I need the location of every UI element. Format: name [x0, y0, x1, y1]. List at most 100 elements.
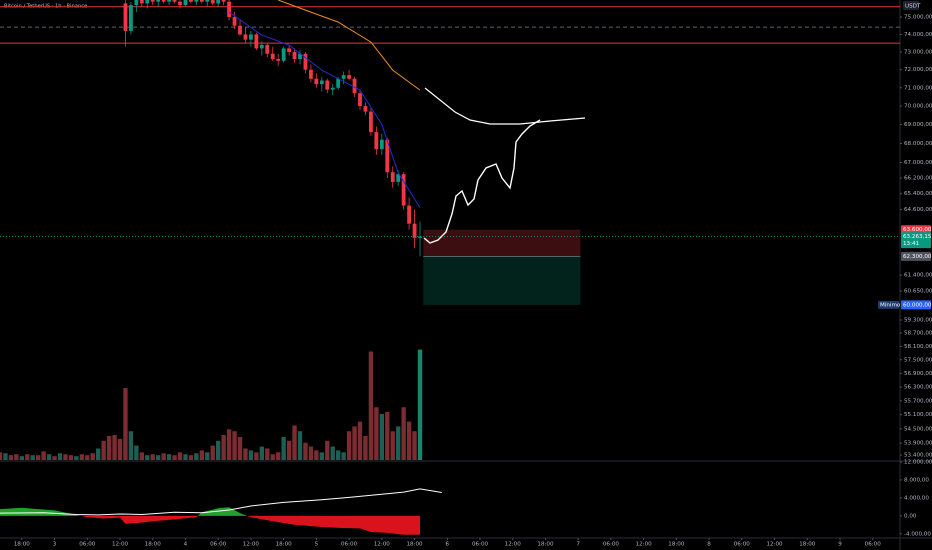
- osc-line: [0, 488, 442, 516]
- volume-bar: [368, 351, 374, 460]
- volume-bar: [237, 436, 243, 460]
- projection-path[interactable]: [423, 119, 541, 244]
- y-tick-label: 55.100,00: [904, 412, 932, 418]
- target-zone[interactable]: [423, 256, 581, 305]
- candle-body: [412, 223, 417, 238]
- x-tick-label: 6: [445, 542, 449, 548]
- candle-body: [352, 78, 357, 94]
- volume-bar: [363, 436, 368, 460]
- volume-bar: [303, 442, 308, 460]
- volume-bar: [308, 446, 314, 460]
- y-tick-label: 68.000,00: [904, 141, 932, 147]
- volume-bar: [150, 454, 155, 460]
- volume-bar: [341, 452, 346, 460]
- x-tick-label: 5: [315, 542, 319, 548]
- x-tick-label: 06:00: [79, 542, 96, 548]
- volume-bar: [74, 456, 79, 460]
- volume-bar: [336, 450, 341, 460]
- y-tick-label: 71.000,00: [904, 85, 932, 91]
- volume-bar: [248, 450, 254, 460]
- candle-body: [396, 174, 401, 182]
- price-label: 62.300,00: [903, 254, 932, 260]
- y-tick-label: 58.700,00: [904, 331, 932, 337]
- y-tick-label: 74.000,00: [904, 32, 932, 38]
- x-tick-label: 06:00: [603, 542, 620, 548]
- volume-bar: [374, 407, 379, 460]
- volume-bar: [385, 412, 390, 460]
- price-label-box: [901, 232, 931, 249]
- candle-body: [129, 5, 133, 31]
- candle-body: [292, 51, 297, 60]
- candle-body: [341, 75, 346, 79]
- x-tick-label: 18:00: [14, 542, 31, 548]
- user-drawing: [423, 87, 586, 244]
- candle-body: [309, 69, 313, 79]
- volume-bar: [259, 446, 264, 460]
- x-tick-label: 06:00: [472, 542, 489, 548]
- candle-body: [194, 0, 199, 2]
- candle-body: [199, 0, 204, 2]
- volume-bar: [232, 431, 237, 460]
- candle-body: [407, 205, 411, 224]
- moving-average: [278, 0, 421, 91]
- y-tick-label: 56.300,00: [904, 384, 932, 390]
- x-tick-label: 06:00: [210, 542, 227, 548]
- candle-body: [243, 34, 248, 40]
- volume-bar: [41, 451, 46, 460]
- x-tick-label: 8: [707, 542, 711, 548]
- x-tick-label: 3: [53, 542, 57, 548]
- volume-bar: [156, 455, 161, 460]
- volume-bar: [25, 454, 30, 460]
- x-tick-label: 12:00: [505, 542, 522, 548]
- volume-bar: [161, 453, 166, 460]
- y-tick-label: 72.000,00: [904, 67, 932, 73]
- y-tick-label: 58.100,00: [904, 344, 932, 350]
- x-tick-label: 06:00: [341, 542, 358, 548]
- volume-bar: [123, 388, 128, 460]
- candle-body: [216, 0, 221, 4]
- volume-bar: [265, 448, 270, 460]
- projection-curve[interactable]: [424, 87, 586, 125]
- x-tick-label: 7: [576, 542, 580, 548]
- y-tick-label: 61.400,00: [904, 273, 932, 279]
- candle-body: [232, 17, 237, 26]
- candle-body: [390, 172, 395, 182]
- candle-body: [276, 59, 281, 61]
- volume-bar: [379, 413, 384, 460]
- volume-bar: [199, 450, 204, 460]
- x-tick-label: 18:00: [145, 542, 162, 548]
- candle-body: [238, 25, 242, 35]
- y-tick-label: 64.600,00: [904, 207, 932, 213]
- volume-bar: [63, 454, 68, 460]
- candle-body: [156, 0, 161, 2]
- volume-bar: [3, 453, 8, 460]
- volume-bar: [57, 453, 63, 460]
- x-tick-label: 18:00: [276, 542, 293, 548]
- candle-body: [314, 78, 319, 85]
- candle-body: [363, 106, 368, 112]
- stop-zone[interactable]: [423, 229, 581, 257]
- y-tick-label: 70.000,00: [904, 104, 932, 110]
- candle-body: [319, 80, 324, 85]
- volume-bar: [194, 453, 199, 460]
- candle-body: [205, 0, 210, 2]
- y-tick-label: 69.000,00: [904, 122, 932, 128]
- volume-bar: [101, 440, 106, 460]
- candle-body: [298, 53, 302, 60]
- y-tick-label: 54.500,00: [904, 426, 932, 432]
- volume-bar: [352, 426, 357, 460]
- x-tick-label: 12:00: [374, 542, 391, 548]
- volume-bar: [96, 448, 101, 460]
- volume-bar: [183, 454, 188, 460]
- candle-body: [221, 0, 226, 2]
- x-tick-label: 12:00: [112, 542, 129, 548]
- currency-box[interactable]: [903, 1, 919, 10]
- x-tick-label: 06:00: [865, 542, 882, 548]
- volume-bar: [8, 455, 14, 460]
- candle-body: [418, 236, 422, 238]
- x-tick-label: 12:00: [636, 542, 653, 548]
- price-label: 63.263,15: [903, 234, 932, 240]
- currency[interactable]: USDT: [905, 4, 921, 10]
- candle-body: [172, 0, 177, 2]
